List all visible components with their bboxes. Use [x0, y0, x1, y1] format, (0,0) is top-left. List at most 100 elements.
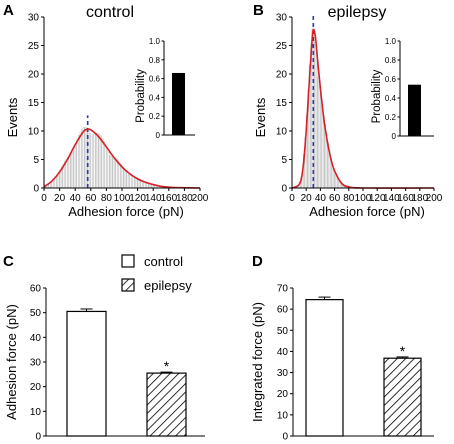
inset-y-tick-label: 0.8 [149, 56, 161, 65]
bar-control [305, 299, 344, 437]
y-tick-label: 10 [277, 410, 289, 421]
fit-curve [291, 28, 435, 189]
bar-epilepsy [146, 372, 187, 437]
fit-curve [43, 128, 201, 189]
histogram-bar [98, 133, 101, 189]
histogram-bar [110, 156, 113, 189]
histogram-bar [93, 133, 96, 189]
histogram-bar [112, 156, 115, 189]
histogram-bar [121, 166, 124, 189]
y-axis-label: Events [5, 97, 20, 137]
histogram-bar [315, 60, 318, 189]
histogram-bar [131, 175, 133, 189]
histogram-bar [106, 148, 108, 189]
histogram-bar [92, 134, 94, 189]
inset-y-axis-label: Probability [371, 69, 383, 123]
histogram-bars [43, 127, 182, 189]
y-tick-label: 30 [30, 358, 42, 369]
histogram-bar [96, 132, 99, 189]
histogram-bar [118, 162, 121, 189]
histogram-bar [126, 172, 129, 189]
histogram-bar [132, 175, 135, 189]
y-tick-label: 30 [276, 13, 288, 24]
legend-label: epilepsy [144, 278, 192, 293]
probability-inset: 0 0.2 0.4 0.6 0.8 1.0 Probability [135, 37, 195, 140]
inset-y-tick-label: 0.4 [149, 93, 161, 102]
inset-y-tick-label: 1.0 [149, 37, 161, 46]
bar-epilepsy [383, 357, 422, 437]
histogram-bar [117, 160, 119, 189]
x-tick-label: 200 [426, 193, 443, 204]
inset-y-tick-label: 0.4 [385, 94, 397, 103]
x-tick-label: 140 [145, 193, 162, 204]
y-tick-label: 20 [277, 389, 289, 400]
y-tick-label: 20 [30, 382, 42, 393]
x-tick-label: 40 [70, 193, 82, 204]
significance-marker: * [400, 343, 406, 359]
x-tick-label: 20 [54, 193, 66, 204]
inset-y-axis-label: Probability [135, 69, 147, 123]
y-tick-label: 5 [281, 155, 287, 166]
inset-y-tick-label: 1.0 [385, 37, 397, 46]
legend: control epilepsy [121, 254, 192, 293]
panel-label: D [252, 253, 263, 270]
histogram-bar [115, 158, 118, 189]
y-tick-label: 30 [277, 368, 289, 379]
y-tick-label: 0 [282, 432, 288, 443]
y-tick-label: 20 [276, 70, 288, 81]
histogram-bar [320, 94, 322, 189]
y-tick-label: 15 [28, 98, 40, 109]
x-tick-label: 80 [343, 193, 355, 204]
x-tick-label: 160 [397, 193, 414, 204]
x-tick-label: 60 [85, 193, 97, 204]
probability-bar [408, 84, 421, 136]
inset-y-tick-label: 0.2 [149, 112, 161, 121]
histogram-bar [90, 135, 93, 189]
probability-bar [172, 72, 185, 135]
y-tick-label: 30 [28, 13, 40, 24]
y-tick-label: 0 [281, 184, 287, 195]
histogram-bar [84, 127, 87, 189]
y-tick-label: 15 [276, 98, 288, 109]
histogram-bar [104, 144, 107, 189]
x-tick-label: 80 [101, 193, 113, 204]
panel-c: C * 0 10 20 30 40 50 60 Adhesion force (pN) contro… [3, 253, 205, 443]
inset-y-tick-label: 0.6 [149, 75, 161, 84]
inset-y-tick-label: 0 [156, 131, 161, 140]
x-tick-label: 200 [192, 193, 209, 204]
y-tick-label: 50 [30, 308, 42, 319]
significance-marker: * [164, 358, 170, 374]
x-tick-label: 140 [383, 193, 400, 204]
x-axis-label: Adhesion force (pN) [309, 204, 425, 219]
y-tick-label: 10 [30, 407, 42, 418]
histogram-bar [318, 85, 321, 189]
histogram-bar [101, 138, 104, 189]
y-tick-label: 5 [33, 155, 39, 166]
histogram-bar [70, 154, 73, 189]
histogram-bar [103, 141, 105, 189]
histogram-bar [65, 159, 68, 189]
y-tick-label: 70 [277, 284, 289, 295]
x-tick-label: 120 [129, 193, 146, 204]
chart-title: control [86, 4, 134, 21]
legend-swatch-control [121, 254, 135, 268]
histogram-bar [74, 143, 77, 189]
histogram-bar [128, 174, 130, 189]
histogram-bar [68, 155, 71, 189]
histogram-bar [113, 157, 116, 189]
panel-d: D * 0 10 20 30 40 50 60 70 Integrated force (pN) [250, 253, 434, 443]
x-axis-label: Adhesion force (pN) [68, 204, 184, 219]
histogram-bar [334, 173, 336, 189]
inset-y-tick-label: 0.2 [385, 113, 397, 122]
bar-control [66, 310, 107, 437]
histogram-bar [109, 155, 112, 189]
y-axis-label: Integrated force (pN) [250, 302, 265, 422]
x-tick-label: 120 [369, 193, 386, 204]
histogram-bar [73, 147, 76, 189]
histogram-bar [81, 128, 83, 189]
histogram-bar [314, 40, 317, 189]
x-tick-label: 0 [41, 193, 47, 204]
